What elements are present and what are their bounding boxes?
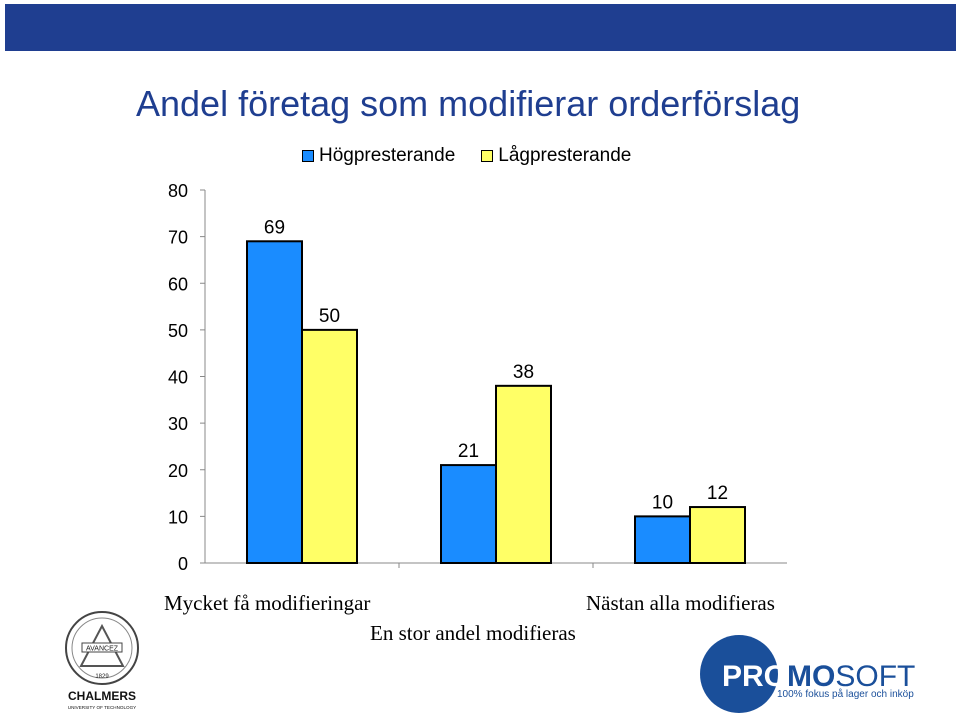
y-tick-label-8: 80 xyxy=(168,181,188,201)
y-tick-label-1: 10 xyxy=(168,507,188,527)
category-label-1: Mycket få modifieringar xyxy=(164,591,371,615)
promosoft-tagline: 100% fokus på lager och inköp xyxy=(777,689,914,700)
slide-title: Andel företag som modifierar orderförsla… xyxy=(136,83,801,124)
chalmers-subtitle: UNIVERSITY OF TECHNOLOGY xyxy=(68,705,137,710)
y-tick-label-4: 40 xyxy=(168,368,188,388)
chart-legend: Högpresterande Lågpresterande xyxy=(302,145,657,167)
chalmers-logo: AVANCEZ 1829 CHALMERS UNIVERSITY OF TECH… xyxy=(65,611,139,710)
y-tick-label-7: 70 xyxy=(168,228,188,248)
category-label-2: En stor andel modifieras xyxy=(370,621,576,645)
data-label-s2-c1: 50 xyxy=(319,306,340,327)
chalmers-name: CHALMERS xyxy=(68,689,136,703)
bar-s1-c2 xyxy=(440,464,497,564)
bar-s2-c1 xyxy=(301,328,358,564)
data-label-s2-c2: 38 xyxy=(513,362,534,383)
category-label-3: Nästan alla modifieras xyxy=(586,591,775,615)
legend-swatch-series-1 xyxy=(302,150,314,162)
top-banner xyxy=(5,4,956,51)
bar-s1-c3 xyxy=(634,515,691,564)
promosoft-soft: SOFT xyxy=(835,660,916,693)
legend-swatch-series-2 xyxy=(481,150,494,162)
data-label-s1-c2: 21 xyxy=(458,441,479,462)
y-tick-label-2: 20 xyxy=(168,461,188,481)
y-tick-label-5: 50 xyxy=(168,321,188,341)
promosoft-circle xyxy=(700,635,778,713)
promosoft-pro: PRO xyxy=(722,660,788,693)
chalmers-motto: AVANCEZ xyxy=(86,646,119,653)
chalmers-year: 1829 xyxy=(95,674,109,680)
y-tick-label-3: 30 xyxy=(168,414,188,434)
legend-label-series-2: Lågpresterande xyxy=(498,145,632,166)
data-label-s1-c3: 10 xyxy=(652,492,673,513)
legend-label-series-1: Högpresterande xyxy=(319,145,456,166)
legend-item-series-2: Lågpresterande xyxy=(481,145,631,167)
bar-s2-c3 xyxy=(689,506,746,564)
data-label-s1-c1: 69 xyxy=(264,217,285,238)
legend-item-series-1: Högpresterande xyxy=(302,145,455,167)
bar-s2-c2 xyxy=(495,384,552,565)
data-label-s2-c3: 12 xyxy=(707,483,728,504)
y-tick-label-0: 0 xyxy=(178,554,188,574)
promosoft-logo: PROMOSOFT 100% fokus på lager och inköp xyxy=(700,635,915,713)
bar-s1-c1 xyxy=(246,240,303,564)
promosoft-wordmark: PROMOSOFT xyxy=(722,660,915,694)
y-tick-label-6: 60 xyxy=(168,274,188,294)
promosoft-mo: MO xyxy=(787,660,836,693)
